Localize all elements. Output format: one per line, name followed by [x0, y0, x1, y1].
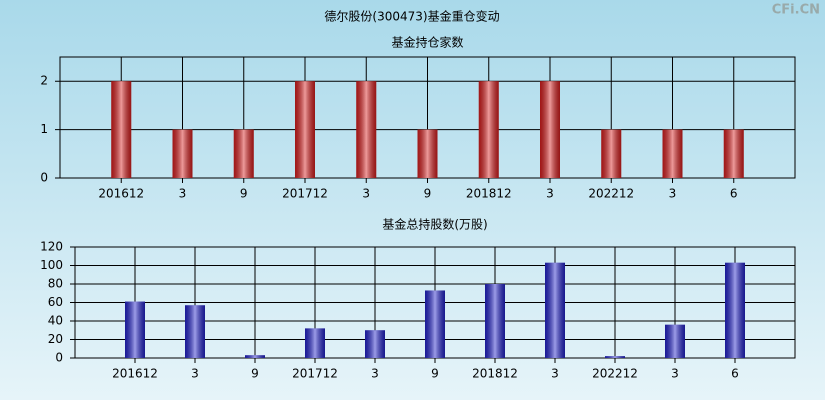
- x-tick-label: 3: [179, 187, 187, 201]
- x-tick-label: 3: [191, 367, 199, 381]
- bar-shine: [365, 330, 385, 358]
- bar-shine: [665, 324, 685, 358]
- bar-shine: [605, 356, 625, 358]
- y-tick-label: 60: [48, 295, 63, 309]
- chart-title: 基金持仓家数: [391, 35, 463, 50]
- bar-shine: [305, 328, 325, 358]
- x-tick-label: 6: [731, 367, 739, 381]
- x-tick-label: 201712: [282, 187, 328, 201]
- x-tick-label: 9: [251, 367, 259, 381]
- bar-shine: [111, 81, 132, 178]
- x-tick-label: 201812: [472, 367, 518, 381]
- y-tick-label: 40: [48, 314, 63, 328]
- x-tick-label: 6: [730, 187, 738, 201]
- x-tick-label: 9: [240, 187, 248, 201]
- x-tick-label: 3: [546, 187, 554, 201]
- x-tick-label: 3: [669, 187, 677, 201]
- bar-shine: [295, 81, 315, 178]
- bar-shine: [356, 81, 377, 178]
- bar-shine: [723, 129, 744, 178]
- x-tick-label: 201612: [112, 367, 158, 381]
- y-tick-label: 80: [48, 277, 63, 291]
- x-tick-label: 9: [431, 367, 439, 381]
- y-tick-label: 100: [40, 258, 63, 272]
- bar-shine: [417, 129, 438, 178]
- bar-shine: [185, 305, 205, 358]
- watermark: CFi.CN: [772, 3, 820, 18]
- chart-title: 基金总持股数(万股): [382, 217, 487, 232]
- x-tick-label: 201712: [292, 367, 338, 381]
- bar-shine: [125, 301, 145, 358]
- bar-shine: [601, 129, 622, 178]
- bar-shine: [540, 81, 560, 178]
- y-tick-label: 20: [48, 332, 63, 346]
- x-tick-label: 9: [424, 187, 432, 201]
- bar-shine: [545, 262, 565, 358]
- bar-shine: [425, 290, 445, 358]
- bar-shine: [485, 284, 505, 358]
- bar-shine: [245, 355, 265, 358]
- x-tick-label: 3: [551, 367, 559, 381]
- bar-shine: [478, 81, 499, 178]
- bar-shine: [172, 129, 193, 178]
- x-tick-label: 3: [362, 187, 370, 201]
- bar-shine: [662, 129, 683, 178]
- x-tick-label: 3: [371, 367, 379, 381]
- x-tick-label: 201612: [98, 187, 144, 201]
- bar-shine: [233, 129, 254, 178]
- y-tick-label: 0: [40, 171, 48, 185]
- y-tick-label: 1: [40, 122, 48, 136]
- x-tick-label: 202212: [588, 187, 634, 201]
- x-tick-label: 201812: [466, 187, 512, 201]
- x-tick-label: 3: [671, 367, 679, 381]
- y-tick-label: 2: [40, 74, 48, 88]
- x-tick-label: 202212: [592, 367, 638, 381]
- bar-shine: [725, 262, 745, 358]
- y-tick-label: 0: [55, 351, 63, 365]
- page-title: 德尔股份(300473)基金重仓变动: [324, 9, 499, 24]
- y-tick-label: 120: [40, 240, 63, 254]
